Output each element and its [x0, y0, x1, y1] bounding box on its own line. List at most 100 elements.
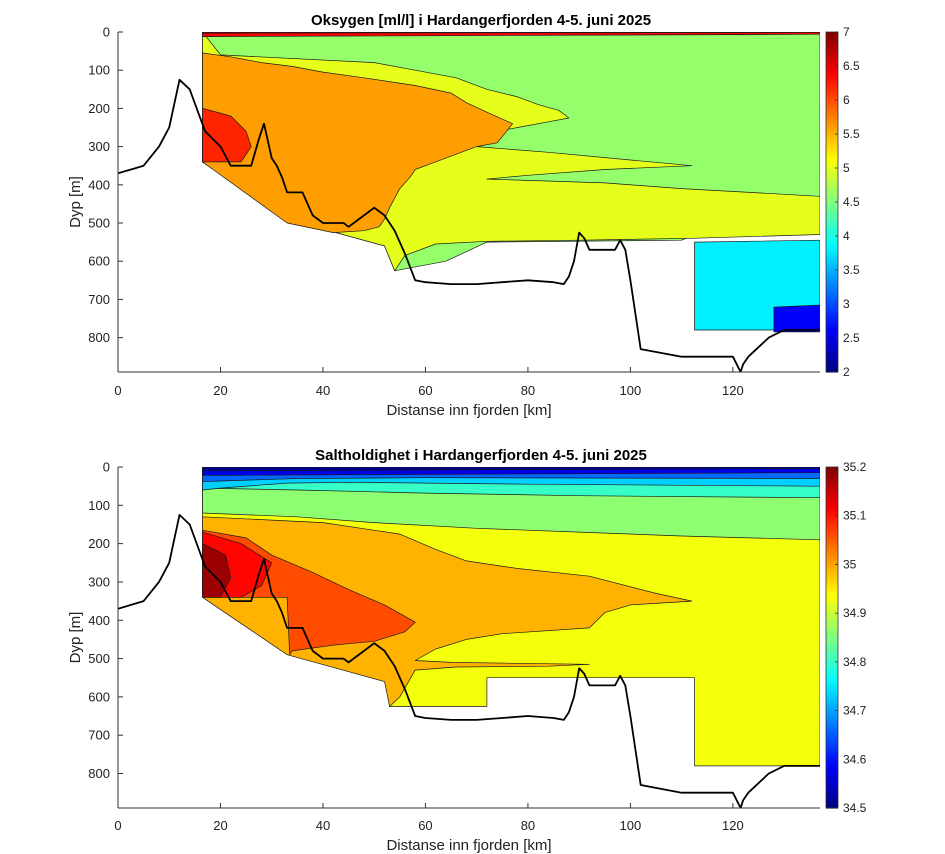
colorbar-segment: [826, 128, 838, 132]
colorbar-segment: [826, 790, 838, 795]
colorbar-tick-label: 34.5: [843, 801, 867, 815]
colorbar-segment: [826, 338, 838, 342]
colorbar-segment: [826, 677, 838, 681]
colorbar-segment: [826, 315, 838, 319]
colorbar-segment: [826, 557, 838, 562]
colorbar-segment: [826, 238, 838, 243]
colorbar-segment: [826, 108, 838, 112]
colorbar-segment: [826, 501, 838, 505]
colorbar: 34.5 34.6 34.7 34.8 34.9 35 35.1 35.2: [825, 460, 867, 815]
colorbar-segment: [826, 802, 838, 806]
contour-region: [202, 108, 252, 163]
colorbar-segment: [826, 736, 838, 741]
colorbar-segment: [826, 694, 838, 698]
colorbar-segment: [826, 734, 838, 738]
colorbar-segment: [826, 674, 838, 678]
colorbar-segment: [826, 469, 838, 474]
colorbar-segment: [826, 83, 838, 87]
colorbar-segment: [826, 594, 838, 599]
contour-region: [202, 32, 820, 34]
x-tick-label: 40: [316, 818, 330, 833]
contour-region: [202, 467, 820, 472]
colorbar-segment: [826, 628, 838, 633]
colorbar-segment: [826, 125, 838, 129]
colorbar-segment: [826, 349, 838, 353]
colorbar-segment: [826, 771, 838, 775]
colorbar-segment: [826, 173, 838, 178]
colorbar-segment: [826, 648, 838, 653]
colorbar-segment: [826, 682, 838, 687]
colorbar-segment: [826, 196, 838, 200]
colorbar-segment: [826, 609, 838, 613]
x-tick-label: 120: [722, 383, 744, 398]
y-tick-label: 800: [88, 330, 110, 345]
colorbar-segment: [826, 54, 838, 59]
colorbar-segment: [826, 301, 838, 305]
colorbar-segment: [826, 272, 838, 277]
colorbar-segment: [826, 264, 838, 268]
colorbar-segment: [826, 207, 838, 212]
y-tick-label: 700: [88, 728, 110, 743]
colorbar-segment: [826, 660, 838, 664]
colorbar-segment: [826, 773, 838, 778]
colorbar-segment: [826, 739, 838, 744]
colorbar-segment: [826, 782, 838, 786]
colorbar-segment: [826, 230, 838, 234]
colorbar-segment: [826, 512, 838, 516]
contour-region: [773, 304, 820, 333]
oxygen-panel: Oksygen [ml/l] i Hardangerfjorden 4-5. j…: [67, 12, 860, 419]
colorbar-segment: [826, 142, 838, 146]
colorbar-segment: [826, 552, 838, 556]
colorbar-tick-label: 4: [843, 229, 850, 243]
colorbar-segment: [826, 32, 838, 36]
colorbar-segment: [826, 540, 838, 545]
colorbar-segment: [826, 756, 838, 761]
colorbar-segment: [826, 335, 838, 339]
colorbar-segment: [826, 159, 838, 163]
colorbar-segment: [826, 620, 838, 624]
colorbar-segment: [826, 360, 838, 365]
chart-title: Oksygen [ml/l] i Hardangerfjorden 4-5. j…: [311, 12, 651, 29]
colorbar-segment: [826, 518, 838, 522]
colorbar-segment: [826, 34, 838, 39]
colorbar-segment: [826, 326, 838, 331]
colorbar-segment: [826, 728, 838, 732]
colorbar-segment: [826, 292, 838, 297]
colorbar-segment: [826, 532, 838, 536]
colorbar-segment: [826, 765, 838, 769]
colorbar-segment: [826, 298, 838, 302]
colorbar-segment: [826, 754, 838, 758]
colorbar-segment: [826, 623, 838, 627]
colorbar-tick-label: 34.6: [843, 752, 867, 766]
bathymetry-line: [118, 78, 820, 372]
colorbar-segment: [826, 722, 838, 727]
colorbar-segment: [826, 688, 838, 693]
colorbar-segment: [826, 549, 838, 553]
y-axis-label: Dyp [m]: [67, 612, 84, 664]
colorbar-tick-label: 3.5: [843, 263, 860, 277]
colorbar-segment: [826, 484, 838, 488]
colorbar-segment: [826, 148, 838, 152]
colorbar-segment: [826, 515, 838, 519]
colorbar-segment: [826, 506, 838, 511]
colorbar-segment: [826, 117, 838, 121]
colorbar-segment: [826, 179, 838, 183]
contour-region: [202, 52, 513, 233]
colorbar-segment: [826, 261, 838, 265]
colorbar-segment: [826, 224, 838, 229]
y-tick-label: 400: [88, 177, 110, 192]
colorbar-segment: [826, 538, 838, 542]
colorbar-segment: [826, 563, 838, 568]
y-tick-label: 700: [88, 292, 110, 307]
colorbar-segment: [826, 219, 838, 223]
colorbar-segment: [826, 614, 838, 619]
colorbar-segment: [826, 742, 838, 747]
colorbar-segment: [826, 793, 838, 798]
colorbar-segment: [826, 355, 838, 359]
colorbar-segment: [826, 745, 838, 749]
colorbar-segment: [826, 481, 838, 485]
colorbar-segment: [826, 663, 838, 667]
colorbar-segment: [826, 216, 838, 220]
colorbar-segment: [826, 714, 838, 718]
